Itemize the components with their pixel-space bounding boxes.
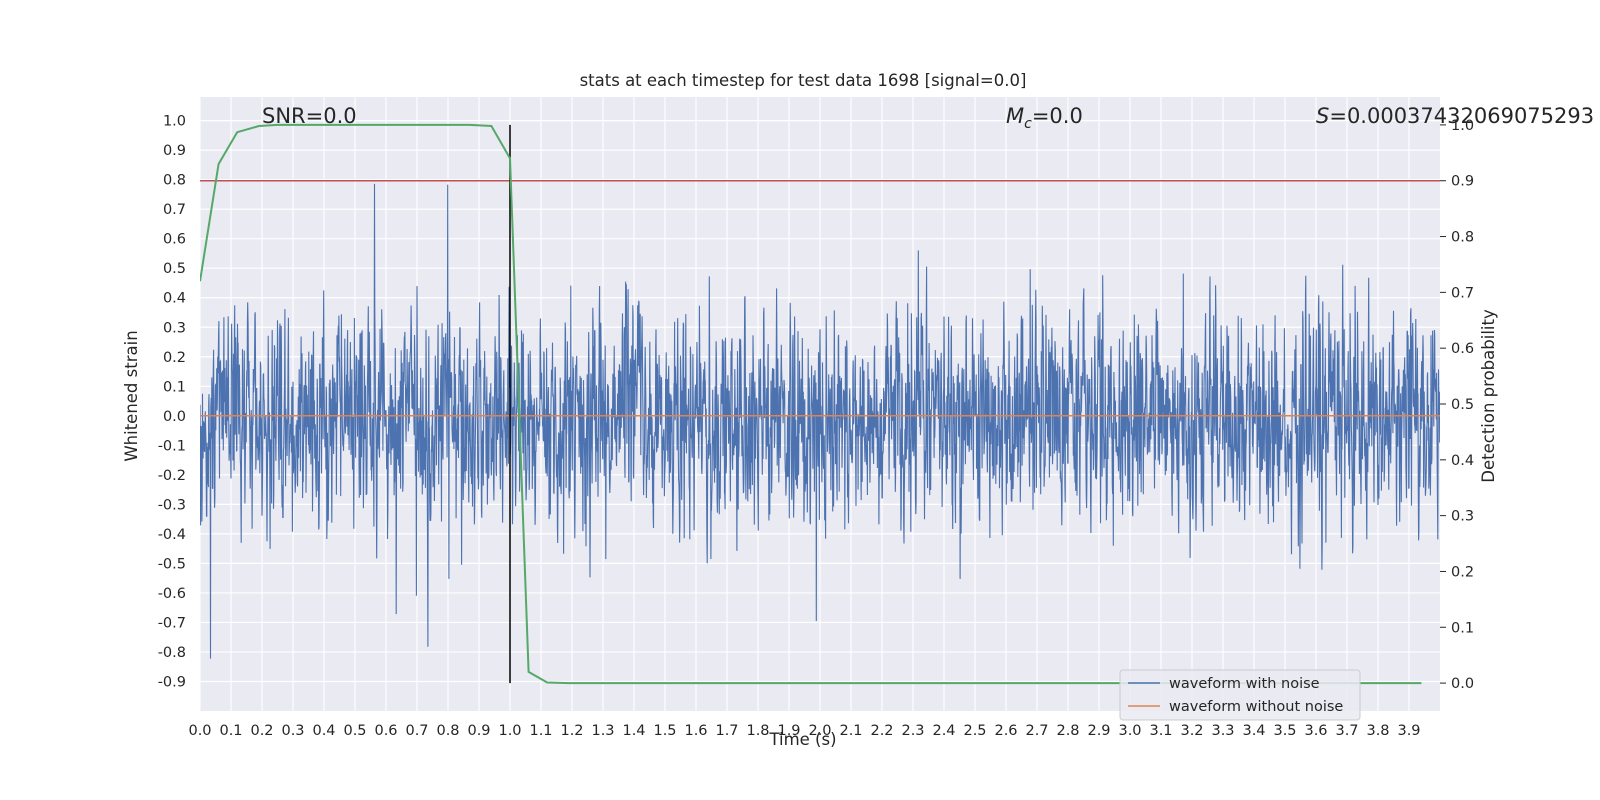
x-tick-label: 2.2 — [870, 723, 893, 739]
x-tick-label: 3.6 — [1304, 723, 1327, 739]
legend-label-waveform-without-noise: waveform without noise — [1169, 699, 1343, 715]
x-axis-label: Time (s) — [768, 730, 836, 749]
s-annotation: S=0.00037432069075293 — [1316, 104, 1594, 128]
x-tick-label: 0.3 — [281, 723, 304, 739]
x-tick-label: 0.9 — [467, 723, 490, 739]
y-tick-label: 0.2 — [163, 350, 186, 366]
y-axis-label: Whitened strain — [122, 330, 141, 461]
y-axis-right-ticks: 1.0 0.9 0.8 0.7 0.6 0.5 0.4 0.3 0.2 0.1 0.0 — [1440, 118, 1474, 692]
y-tick-label: 0.9 — [163, 143, 186, 159]
y-tick-label: 0.5 — [163, 261, 186, 277]
legend: waveform with noise waveform without noi… — [1119, 669, 1361, 721]
y-tick-label: -0.2 — [158, 468, 186, 484]
x-tick-label: 3.3 — [1211, 723, 1234, 739]
x-tick-label: 1.5 — [653, 723, 676, 739]
x-tick-label: 3.5 — [1273, 723, 1296, 739]
y-tick-label: 0.0 — [163, 409, 186, 425]
x-tick-label: 2.8 — [1056, 723, 1079, 739]
y-right-tick-label: 0.2 — [1451, 564, 1474, 580]
y-right-tick-label: 0.8 — [1451, 230, 1474, 246]
x-tick-label: 2.9 — [1087, 723, 1110, 739]
x-axis-ticks: 0.0 0.1 0.2 0.3 0.4 0.5 0.6 0.7 0.8 0.9 1.0 1.1 1.2 1… — [188, 723, 1420, 739]
x-tick-label: 2.5 — [963, 723, 986, 739]
x-tick-label: 3.4 — [1242, 723, 1265, 739]
y-right-tick-label: 0.7 — [1451, 285, 1474, 301]
x-tick-label: 2.4 — [932, 723, 955, 739]
y-tick-label: 0.4 — [163, 291, 186, 307]
snr-annotation: SNR=0.0 — [262, 104, 357, 128]
y-axis-ticks: 1.0 0.9 0.8 0.7 0.6 0.5 0.4 0.3 0.2 0.1 0.0 -0.1 -0.… — [158, 114, 186, 691]
y-right-tick-label: 0.4 — [1451, 453, 1474, 469]
x-tick-label: 0.2 — [250, 723, 273, 739]
legend-box — [1119, 669, 1361, 721]
x-tick-label: 0.5 — [343, 723, 366, 739]
y-right-tick-label: 0.5 — [1451, 397, 1474, 413]
x-tick-label: 2.0 — [808, 723, 831, 739]
y-tick-label: 0.1 — [163, 379, 186, 395]
x-tick-label: 1.7 — [715, 723, 738, 739]
y-tick-label: -0.3 — [158, 497, 186, 513]
x-tick-label: 3.1 — [1149, 723, 1172, 739]
y-axis-right-label: Detection probability — [1479, 309, 1498, 483]
y-tick-label: -0.5 — [158, 556, 186, 572]
x-tick-label: 3.7 — [1335, 723, 1358, 739]
x-tick-label: 2.7 — [1025, 723, 1048, 739]
x-tick-label: 0.1 — [219, 723, 242, 739]
y-tick-label: 0.3 — [163, 320, 186, 336]
series-line-detection-probability — [200, 123, 1422, 685]
x-tick-label: 3.9 — [1397, 723, 1420, 739]
x-tick-label: 0.6 — [374, 723, 397, 739]
y-right-tick-label: 0.9 — [1451, 174, 1474, 190]
chirp-mass-annotation: Mc=0.0 — [1006, 104, 1083, 132]
x-tick-label: 1.9 — [777, 723, 800, 739]
x-tick-label: 0.4 — [312, 723, 335, 739]
y-right-tick-label: 0.1 — [1451, 620, 1474, 636]
x-tick-label: 0.0 — [188, 723, 211, 739]
y-right-tick-label: 0.3 — [1451, 509, 1474, 525]
series-line-waveform-with-noise — [200, 183, 1440, 659]
y-tick-label: 0.7 — [163, 202, 186, 218]
x-tick-label: 1.0 — [498, 723, 521, 739]
legend-label-waveform-with-noise: waveform with noise — [1169, 676, 1320, 692]
y-tick-label: -0.6 — [158, 586, 186, 602]
x-tick-label: 0.7 — [405, 723, 428, 739]
x-tick-label: 0.8 — [436, 723, 459, 739]
chart-title: stats at each timestep for test data 169… — [580, 71, 1027, 90]
x-tick-label: 3.0 — [1118, 723, 1141, 739]
x-tick-label: 1.6 — [684, 723, 707, 739]
y-tick-label: 0.6 — [163, 232, 186, 248]
y-tick-label: -0.9 — [158, 674, 186, 690]
x-tick-label: 3.2 — [1180, 723, 1203, 739]
x-tick-label: 1.4 — [622, 723, 645, 739]
x-tick-label: 1.3 — [591, 723, 614, 739]
y-tick-label: -0.7 — [158, 615, 186, 631]
y-tick-label: -0.8 — [158, 645, 186, 661]
y-right-tick-label: 1.0 — [1451, 118, 1474, 134]
y-right-tick-label: 0.0 — [1451, 676, 1474, 692]
grid — [199, 97, 1440, 711]
x-tick-label: 1.8 — [746, 723, 769, 739]
y-tick-label: -0.4 — [158, 527, 186, 543]
y-tick-label: 1.0 — [163, 114, 186, 130]
x-tick-label: 1.1 — [529, 723, 552, 739]
y-tick-label: -0.1 — [158, 438, 186, 454]
y-tick-label: 0.8 — [163, 173, 186, 189]
x-tick-label: 2.1 — [839, 723, 862, 739]
x-tick-label: 2.3 — [901, 723, 924, 739]
x-tick-label: 3.8 — [1366, 723, 1389, 739]
series-layer — [200, 123, 1440, 685]
x-tick-label: 1.2 — [560, 723, 583, 739]
x-tick-label: 2.6 — [994, 723, 1017, 739]
y-right-tick-label: 0.6 — [1451, 341, 1474, 357]
